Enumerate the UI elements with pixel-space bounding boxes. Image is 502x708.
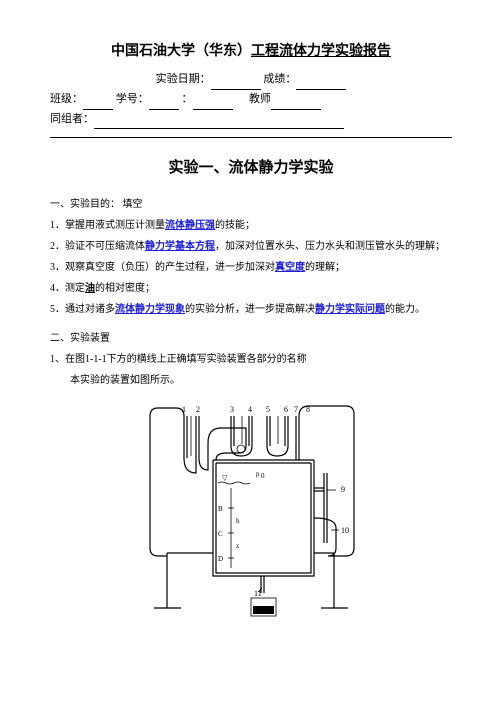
university-name: 中国石油大学（华东） bbox=[111, 44, 251, 59]
label-h: h bbox=[236, 517, 240, 525]
p3-post: 的理解； bbox=[305, 262, 345, 273]
purpose-section: 一、实验目的： 填空 1．掌握用液式测压计测量流体静压强的技能； 2．验证不可压… bbox=[50, 195, 452, 319]
lbl-5: 5 bbox=[266, 405, 270, 414]
label-p-sub: 0 bbox=[261, 472, 265, 480]
top-tubes bbox=[231, 416, 299, 446]
colon: ： bbox=[182, 93, 193, 105]
purpose-heading: 一、实验目的： 填空 bbox=[50, 195, 452, 214]
lbl-7: 7 bbox=[294, 405, 298, 414]
report-title: 工程流体力学实验报告 bbox=[251, 44, 391, 59]
lbl-3: 3 bbox=[230, 405, 234, 414]
arc-56 bbox=[267, 446, 288, 456]
label-d: D bbox=[218, 555, 223, 563]
name-blank bbox=[193, 97, 233, 110]
p5-fill2: 静力学实际问题 bbox=[315, 304, 385, 315]
big-left-loop bbox=[150, 408, 184, 556]
date-blank bbox=[211, 77, 261, 90]
lbl-4: 4 bbox=[248, 405, 252, 414]
experiment-title: 实验一、流体静力学实验 bbox=[50, 156, 452, 177]
class-label: 班级： bbox=[50, 93, 83, 105]
p3-fill: 真空度 bbox=[275, 262, 305, 273]
water-surface bbox=[218, 482, 250, 484]
p2-post: ，加深对位置水头、压力水头和测压管水头的理解； bbox=[215, 241, 445, 252]
u-12-bottom bbox=[184, 458, 196, 473]
class-blank bbox=[83, 97, 113, 110]
p5-pre: 5．通过对诸多 bbox=[50, 304, 115, 315]
separator bbox=[50, 137, 452, 138]
nabla-symbol: ▽ bbox=[222, 474, 228, 482]
label-p: p bbox=[256, 470, 260, 478]
score-blank bbox=[296, 77, 346, 90]
doc-title: 中国石油大学（华东）工程流体力学实验报告 bbox=[50, 40, 452, 60]
date-label: 实验日期： bbox=[156, 73, 211, 85]
meta-block: 实验日期： 成绩： 班级： 学号： ： 教师 同组者： bbox=[50, 70, 452, 129]
tube-9 bbox=[324, 473, 327, 543]
label-c: C bbox=[218, 530, 223, 538]
lbl-10: 10 bbox=[341, 526, 349, 535]
diagram-container: ▽ B C D h z p 0 bbox=[50, 398, 452, 633]
purpose-item-1: 1．掌握用液式测压计测量流体静压强的技能； bbox=[50, 216, 452, 235]
id-label: 学号： bbox=[116, 93, 149, 105]
meta-line-3: 同组者： bbox=[50, 110, 452, 130]
p1-pre: 1．掌握用液式测压计测量 bbox=[50, 220, 165, 231]
purpose-item-2: 2．验证不可压缩流体静力学基本方程，加深对位置水头、压力水头和测压管水头的理解； bbox=[50, 237, 452, 256]
apparatus-section: 二、实验装置 1、在图1-1-1下方的横线上正确填写实验装置各部分的名称 本实验… bbox=[50, 329, 452, 390]
cup-liquid bbox=[253, 606, 274, 614]
tube-78-into bbox=[296, 446, 299, 460]
p5-fill: 流体静力学现象 bbox=[115, 304, 185, 315]
apparatus-diagram: ▽ B C D h z p 0 bbox=[136, 398, 366, 628]
purpose-item-3: 3．观察真空度（负压）的产生过程，进一步加深对真空度的理解； bbox=[50, 258, 452, 277]
id-blank bbox=[149, 97, 179, 110]
conn-9 bbox=[314, 488, 324, 491]
lbl-2: 2 bbox=[196, 405, 200, 414]
p1-post: 的技能； bbox=[215, 220, 255, 231]
lbl-11: 11 bbox=[254, 589, 262, 598]
p4-post: 的相对密度； bbox=[95, 283, 155, 294]
page-root: 中国石油大学（华东）工程流体力学实验报告 实验日期： 成绩： 班级： 学号： ：… bbox=[0, 0, 502, 653]
lbl-6: 6 bbox=[284, 405, 288, 414]
lbl-8: 8 bbox=[306, 405, 310, 414]
arc-34 bbox=[231, 446, 252, 456]
teammate-label: 同组者： bbox=[50, 113, 94, 125]
lbl-1: 1 bbox=[182, 405, 186, 414]
label-z: z bbox=[236, 542, 239, 550]
score-label: 成绩： bbox=[263, 73, 296, 85]
valve-icon bbox=[237, 445, 245, 453]
p5-mid: 的实验分析，进一步提高解决 bbox=[185, 304, 315, 315]
label-b: B bbox=[218, 505, 223, 513]
p2-fill: 静力学基本方程 bbox=[145, 241, 215, 252]
meta-line-2: 班级： 学号： ： 教师 bbox=[50, 90, 452, 110]
p2-pre: 2．验证不可压缩流体 bbox=[50, 241, 145, 252]
lbl-9: 9 bbox=[341, 485, 345, 494]
apparatus-line-1: 1、在图1-1-1下方的横线上正确填写实验装置各部分的名称 bbox=[50, 350, 452, 369]
meta-line-1: 实验日期： 成绩： bbox=[50, 70, 452, 90]
loop-12-tank bbox=[199, 428, 246, 470]
teammate-blank bbox=[94, 116, 344, 129]
apparatus-line-2: 本实验的装置如图所示。 bbox=[50, 371, 452, 390]
tube-2 bbox=[196, 416, 199, 458]
apparatus-heading: 二、实验装置 bbox=[50, 329, 452, 348]
teacher-label: 教师 bbox=[249, 93, 271, 105]
p3-pre: 3．观察真空度（负压）的产生过程，进一步加深对 bbox=[50, 262, 275, 273]
p1-fill: 流体静压强 bbox=[165, 220, 215, 231]
p4-fill: 油 bbox=[85, 283, 95, 294]
teacher-blank bbox=[271, 97, 321, 110]
purpose-item-5: 5．通过对诸多流体静力学现象的实验分析，进一步提高解决静力学实际问题的能力。 bbox=[50, 300, 452, 319]
tube-10-path bbox=[314, 518, 336, 556]
purpose-item-4: 4．测定油的相对密度； bbox=[50, 279, 452, 298]
tube-1 bbox=[184, 416, 187, 458]
p5-post2: 的能力。 bbox=[385, 304, 425, 315]
p4-pre: 4．测定 bbox=[50, 283, 85, 294]
